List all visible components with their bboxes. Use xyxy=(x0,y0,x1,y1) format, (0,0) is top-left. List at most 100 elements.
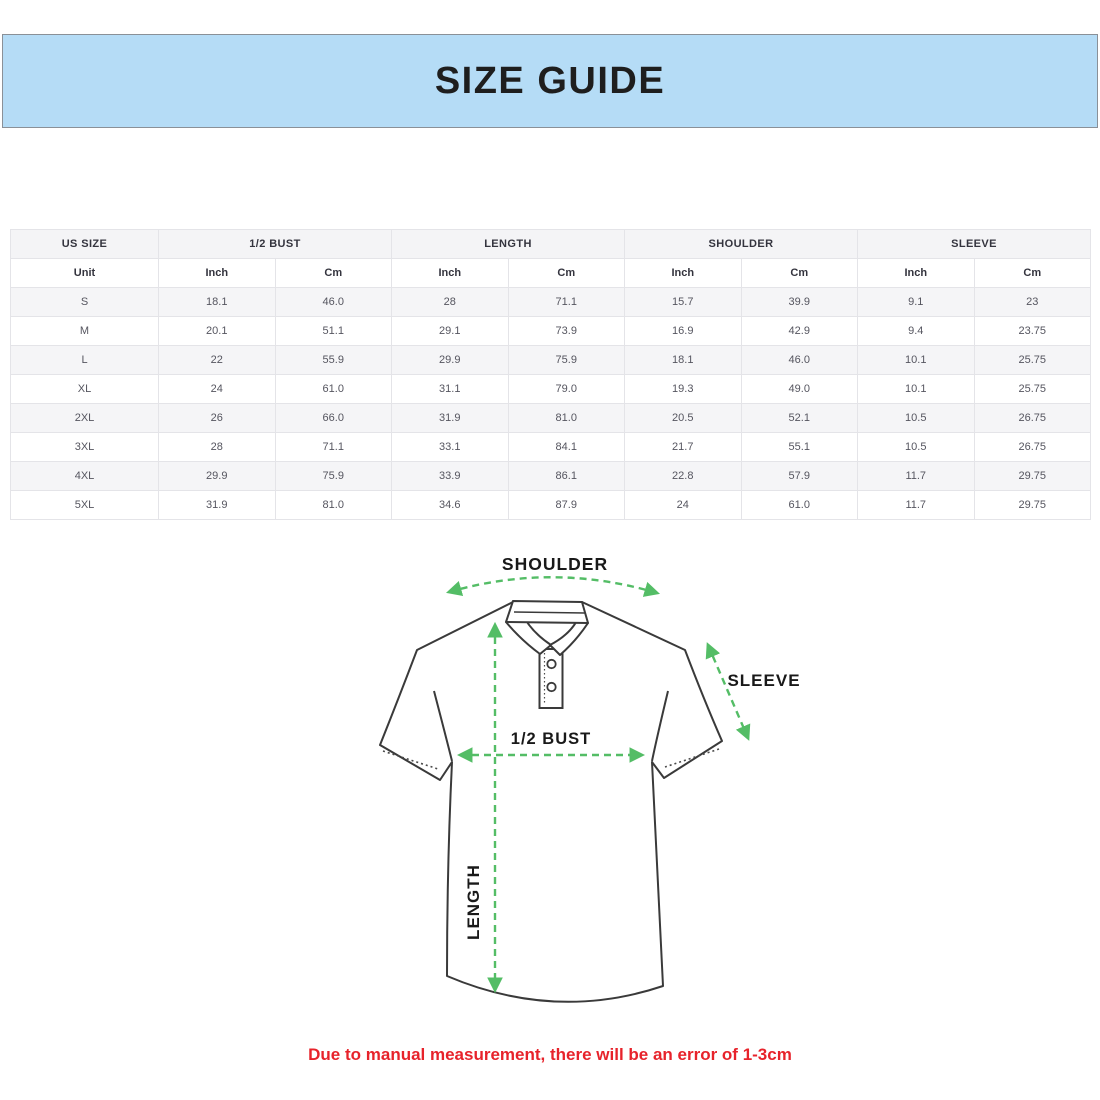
value-cell: 20.5 xyxy=(624,403,742,433)
value-cell: 61.0 xyxy=(740,490,858,520)
shoulder-arrow xyxy=(446,576,660,597)
length-label: LENGTH xyxy=(464,864,483,940)
unit-header-cell: Inch xyxy=(391,258,509,288)
value-cell: 29.75 xyxy=(973,461,1091,491)
unit-header-cell: Inch xyxy=(158,258,276,288)
value-cell: 57.9 xyxy=(740,461,858,491)
unit-header-cell: Inch xyxy=(857,258,975,288)
unit-header-cell: Cm xyxy=(740,258,858,288)
value-cell: 46.0 xyxy=(740,345,858,375)
value-cell: 23.75 xyxy=(973,316,1091,346)
value-cell: 81.0 xyxy=(274,490,392,520)
value-cell: 61.0 xyxy=(274,374,392,404)
table-row-m: M 20.1 51.1 29.1 73.9 16.9 42.9 9.4 23.7… xyxy=(10,316,1091,346)
value-cell: 31.9 xyxy=(158,490,276,520)
value-cell: 19.3 xyxy=(624,374,742,404)
column-header-sleeve: SLEEVE xyxy=(857,229,1091,259)
page-title: SIZE GUIDE xyxy=(434,59,666,102)
measurement-disclaimer: Due to manual measurement, there will be… xyxy=(308,1045,792,1064)
value-cell: 18.1 xyxy=(158,287,276,317)
measurement-arrows xyxy=(446,576,751,994)
button-icon xyxy=(546,681,557,693)
value-cell: 86.1 xyxy=(507,461,625,491)
value-cell: 52.1 xyxy=(740,403,858,433)
value-cell: 33.1 xyxy=(391,432,509,462)
value-cell: 26.75 xyxy=(973,403,1091,433)
value-cell: 46.0 xyxy=(274,287,392,317)
half-bust-label: 1/2 BUST xyxy=(511,730,591,748)
value-cell: 23 xyxy=(973,287,1091,317)
table-row-xl: XL 24 61.0 31.1 79.0 19.3 49.0 10.1 25.7… xyxy=(10,374,1091,404)
table-row-l: L 22 55.9 29.9 75.9 18.1 46.0 10.1 25.75 xyxy=(10,345,1091,375)
shirt-placket xyxy=(538,648,564,709)
unit-header-cell: Cm xyxy=(973,258,1091,288)
shoulder-label: SHOULDER xyxy=(502,554,608,574)
column-header-us-size: US SIZE xyxy=(10,229,159,259)
size-chart-table: US SIZE 1/2 BUST LENGTH SHOULDER SLEEVE … xyxy=(10,229,1091,520)
size-cell: M xyxy=(10,316,159,346)
value-cell: 15.7 xyxy=(624,287,742,317)
size-guide-header: SIZE GUIDE xyxy=(2,34,1098,128)
value-cell: 9.1 xyxy=(857,287,975,317)
value-cell: 71.1 xyxy=(274,432,392,462)
unit-header-cell: Inch xyxy=(624,258,742,288)
value-cell: 33.9 xyxy=(391,461,509,491)
value-cell: 22 xyxy=(158,345,276,375)
value-cell: 21.7 xyxy=(624,432,742,462)
table-unit-header-row: Unit Inch Cm Inch Cm Inch Cm Inch Cm xyxy=(10,258,1091,288)
size-cell: S xyxy=(10,287,159,317)
shirt-outline xyxy=(379,601,723,1003)
size-cell: 5XL xyxy=(10,490,159,520)
table-row-s: S 18.1 46.0 28 71.1 15.7 39.9 9.1 23 xyxy=(10,287,1091,317)
value-cell: 55.9 xyxy=(274,345,392,375)
value-cell: 49.0 xyxy=(740,374,858,404)
value-cell: 10.5 xyxy=(857,403,975,433)
value-cell: 10.1 xyxy=(857,374,975,404)
value-cell: 11.7 xyxy=(857,461,975,491)
value-cell: 28 xyxy=(158,432,276,462)
button-icon xyxy=(546,658,557,670)
value-cell: 22.8 xyxy=(624,461,742,491)
sleeve-arrow xyxy=(705,642,751,741)
size-cell: 3XL xyxy=(10,432,159,462)
table-row-3xl: 3XL 28 71.1 33.1 84.1 21.7 55.1 10.5 26.… xyxy=(10,432,1091,462)
value-cell: 75.9 xyxy=(507,345,625,375)
value-cell: 79.0 xyxy=(507,374,625,404)
value-cell: 29.9 xyxy=(158,461,276,491)
unit-header-cell: Cm xyxy=(507,258,625,288)
value-cell: 24 xyxy=(158,374,276,404)
value-cell: 71.1 xyxy=(507,287,625,317)
value-cell: 25.75 xyxy=(973,374,1091,404)
value-cell: 9.4 xyxy=(857,316,975,346)
value-cell: 18.1 xyxy=(624,345,742,375)
value-cell: 26.75 xyxy=(973,432,1091,462)
value-cell: 73.9 xyxy=(507,316,625,346)
table-group-header-row: US SIZE 1/2 BUST LENGTH SHOULDER SLEEVE xyxy=(10,229,1091,259)
table-row-2xl: 2XL 26 66.0 31.9 81.0 20.5 52.1 10.5 26.… xyxy=(10,403,1091,433)
unit-header-cell: Cm xyxy=(274,258,392,288)
value-cell: 11.7 xyxy=(857,490,975,520)
value-cell: 29.1 xyxy=(391,316,509,346)
shirt-collar xyxy=(505,600,589,656)
value-cell: 31.1 xyxy=(391,374,509,404)
value-cell: 10.1 xyxy=(857,345,975,375)
value-cell: 10.5 xyxy=(857,432,975,462)
value-cell: 42.9 xyxy=(740,316,858,346)
shirt-measurement-diagram: SHOULDER SLEEVE 1/2 BUST LENGTH xyxy=(370,545,810,1025)
column-header-length: LENGTH xyxy=(391,229,625,259)
value-cell: 84.1 xyxy=(507,432,625,462)
value-cell: 16.9 xyxy=(624,316,742,346)
value-cell: 81.0 xyxy=(507,403,625,433)
value-cell: 28 xyxy=(391,287,509,317)
column-header-half-bust: 1/2 BUST xyxy=(158,229,392,259)
value-cell: 66.0 xyxy=(274,403,392,433)
polo-shirt-illustration: SHOULDER SLEEVE 1/2 BUST LENGTH xyxy=(379,554,800,1003)
value-cell: 75.9 xyxy=(274,461,392,491)
value-cell: 29.9 xyxy=(391,345,509,375)
sleeve-seam-lines xyxy=(433,690,669,762)
value-cell: 25.75 xyxy=(973,345,1091,375)
unit-header-cell: Unit xyxy=(10,258,159,288)
size-cell: 2XL xyxy=(10,403,159,433)
value-cell: 55.1 xyxy=(740,432,858,462)
